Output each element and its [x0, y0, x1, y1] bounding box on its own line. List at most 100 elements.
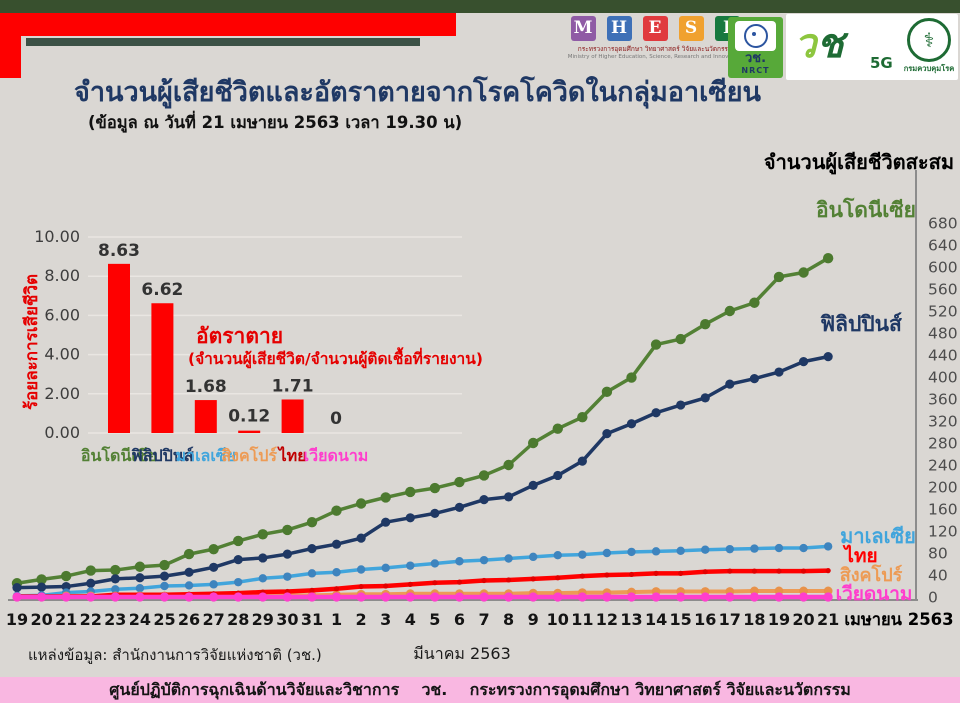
- series-dot-3: [800, 568, 807, 574]
- date-label: 18: [743, 610, 765, 629]
- date-label: 24: [129, 610, 151, 629]
- date-label: 29: [252, 610, 274, 629]
- bar-category-label: ฟิลิปปินส์: [131, 446, 194, 465]
- date-label: 10: [547, 610, 569, 629]
- series-dot-2: [676, 546, 685, 555]
- date-label: 5: [429, 610, 440, 629]
- series-dot-2: [209, 580, 218, 589]
- series-dot-5: [282, 592, 292, 602]
- line-ytick-label: 640: [928, 237, 958, 255]
- series-dot-1: [36, 582, 47, 592]
- mhesi-letter-E: E: [642, 16, 668, 41]
- series-dot-0: [527, 437, 539, 449]
- bar-ytick-label: 0.00: [44, 423, 80, 442]
- logo-panel: วช 5G ⚕ กรมควบคุมโรค: [786, 14, 958, 80]
- date-label: 16: [694, 610, 716, 629]
- footer-banner: ศูนย์ปฏิบัติการฉุกเฉินด้านวิจัยและวิชากา…: [0, 677, 960, 703]
- line-ytick-label: 160: [928, 501, 958, 519]
- date-label: 13: [620, 610, 642, 629]
- line-ytick-label: 280: [928, 435, 958, 453]
- bar-2: [194, 400, 217, 433]
- series-dot-1: [602, 429, 612, 439]
- series-dot-5: [405, 592, 415, 602]
- series-dot-0: [724, 305, 736, 317]
- date-label: 17: [719, 610, 741, 629]
- bar-value-label: 6.62: [141, 280, 183, 300]
- series-dot-0: [552, 423, 563, 434]
- series-dot-2: [111, 585, 120, 594]
- series-dot-3: [481, 577, 487, 584]
- series-dot-0: [110, 564, 121, 576]
- series-dot-1: [700, 393, 710, 403]
- series-dot-3: [309, 587, 315, 594]
- bar-category-label: เวียดนาม: [304, 446, 369, 465]
- date-label: 1: [331, 610, 342, 629]
- series-dot-0: [429, 482, 441, 494]
- series-dot-1: [528, 480, 538, 490]
- series-dot-5: [749, 592, 760, 602]
- date-label: 19: [6, 610, 28, 629]
- series-dot-2: [651, 547, 661, 556]
- series-dot-2: [479, 555, 489, 565]
- series-dot-0: [601, 386, 613, 398]
- series-dot-5: [430, 592, 440, 602]
- top-green-strip: [0, 0, 960, 13]
- month-label-march: มีนาคม 2563: [413, 644, 511, 663]
- series-line-2: [15, 544, 830, 598]
- date-label: 22: [80, 610, 102, 629]
- series-label-2: มาเลเซีย: [840, 524, 916, 548]
- date-label: 30: [276, 610, 298, 629]
- series-dot-3: [727, 568, 733, 574]
- series-dot-3: [333, 586, 340, 592]
- series-dot-5: [12, 592, 22, 602]
- series-dot-5: [577, 592, 587, 602]
- series-dot-2: [258, 574, 267, 583]
- date-label: 11: [571, 610, 593, 629]
- series-dot-2: [332, 568, 341, 577]
- series-dot-0: [675, 333, 686, 345]
- series-dot-2: [602, 548, 612, 558]
- series-dot-0: [700, 319, 711, 330]
- bar-ytick-label: 2.00: [44, 384, 80, 403]
- series-dot-1: [626, 419, 637, 429]
- series-dot-0: [355, 498, 367, 509]
- series-label-0: อินโดนีเซีย: [816, 197, 916, 222]
- ddc-name: กรมควบคุมโรค: [903, 64, 955, 73]
- series-dot-3: [407, 581, 413, 587]
- series-dot-2: [184, 581, 194, 590]
- series-dot-0: [233, 535, 244, 547]
- series-line-0: [15, 256, 830, 585]
- series-dot-3: [358, 583, 364, 590]
- series-dot-0: [134, 561, 146, 572]
- cumulative-deaths-axis-title: จำนวนผู้เสียชีวิตสะสม: [763, 150, 954, 174]
- series-label-1: ฟิลิปปินส์: [820, 312, 902, 336]
- line-ytick-label: 680: [928, 215, 958, 233]
- date-label: 8: [503, 610, 514, 629]
- series-dot-0: [60, 570, 72, 582]
- series-dot-3: [678, 570, 684, 576]
- series-dot-3: [456, 579, 463, 585]
- series-dot-1: [430, 508, 440, 518]
- series-dot-1: [504, 492, 514, 502]
- series-dot-1: [233, 555, 243, 565]
- series-dot-2: [455, 557, 464, 566]
- line-ytick-label: 520: [928, 303, 958, 321]
- ddc-seal-icon: ⚕: [907, 18, 951, 62]
- bar-ytick-label: 6.00: [44, 305, 80, 324]
- series-dot-5: [135, 592, 145, 602]
- series-label-5: เวียดนาม: [836, 583, 913, 605]
- mhesi-letter-H: H: [606, 16, 632, 41]
- series-dot-5: [454, 592, 465, 602]
- bar-0: [108, 263, 130, 433]
- series-dot-1: [135, 573, 145, 583]
- series-dot-1: [479, 495, 489, 505]
- series-dot-5: [626, 592, 637, 602]
- series-dot-3: [604, 572, 610, 578]
- red-accent-block: [0, 13, 21, 78]
- series-dot-1: [86, 578, 96, 588]
- date-label: 6: [454, 610, 465, 629]
- series-dot-1: [282, 549, 292, 559]
